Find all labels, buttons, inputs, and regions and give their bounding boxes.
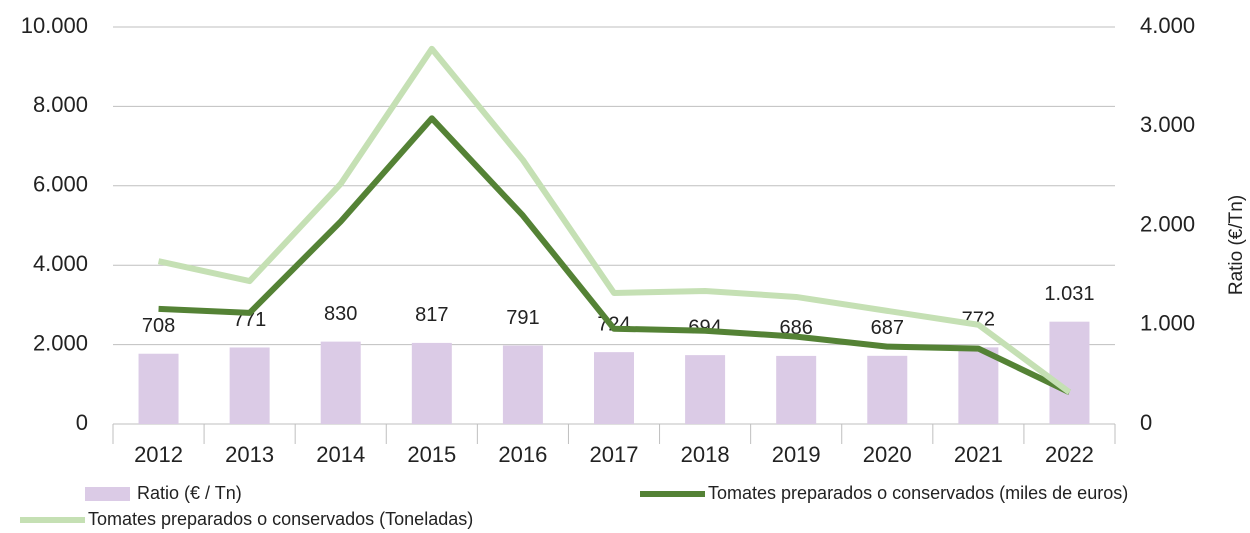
line xyxy=(157,45,1072,395)
bar xyxy=(776,355,817,424)
legend-swatch xyxy=(85,487,130,501)
data-label: 708 xyxy=(142,315,175,337)
bar xyxy=(1049,321,1090,424)
legend-label: Ratio (€ / Tn) xyxy=(137,483,242,503)
data-label: 687 xyxy=(871,317,904,339)
x-tick-label: 2021 xyxy=(954,442,1003,467)
line xyxy=(158,115,1071,395)
y2-tick-label: 0 xyxy=(1140,410,1152,435)
x-tick-label: 2014 xyxy=(316,442,365,467)
x-tick-label: 2020 xyxy=(863,442,912,467)
y-tick-label: 2.000 xyxy=(33,330,88,355)
x-tick-label: 2016 xyxy=(498,442,547,467)
bar xyxy=(867,355,908,424)
y2-tick-label: 4.000 xyxy=(1140,13,1195,38)
x-tick-label: 2022 xyxy=(1045,442,1094,467)
data-label: 830 xyxy=(324,303,357,325)
y-tick-label: 10.000 xyxy=(21,13,88,38)
y2-tick-label: 2.000 xyxy=(1140,211,1195,236)
y-tick-label: 6.000 xyxy=(33,172,88,197)
x-tick-label: 2018 xyxy=(681,442,730,467)
x-tick-label: 2017 xyxy=(590,442,639,467)
data-label: 1.031 xyxy=(1044,283,1094,305)
bar xyxy=(229,347,270,424)
y2-tick-label: 1.000 xyxy=(1140,311,1195,336)
data-label: 694 xyxy=(688,316,721,338)
y-tick-label: 4.000 xyxy=(33,251,88,276)
data-label: 791 xyxy=(506,307,539,329)
legend-label: Tomates preparados o conservados (Tonela… xyxy=(88,509,473,529)
bar xyxy=(685,355,726,424)
bar xyxy=(411,342,452,424)
x-tick-label: 2012 xyxy=(134,442,183,467)
legend-label: Tomates preparados o conservados (miles … xyxy=(708,483,1128,503)
x-tick-label: 2013 xyxy=(225,442,274,467)
x-tick-label: 2019 xyxy=(772,442,821,467)
bar xyxy=(320,341,361,424)
bar xyxy=(138,353,179,424)
bar xyxy=(958,347,999,424)
y2-axis-label: Ratio (€/Tn) xyxy=(1226,195,1247,295)
y2-tick-label: 3.000 xyxy=(1140,112,1195,137)
x-tick-label: 2015 xyxy=(407,442,456,467)
y-tick-label: 8.000 xyxy=(33,92,88,117)
y-tick-label: 0 xyxy=(76,410,88,435)
data-label: 817 xyxy=(415,304,448,326)
bar xyxy=(594,352,634,424)
bar xyxy=(502,345,543,424)
